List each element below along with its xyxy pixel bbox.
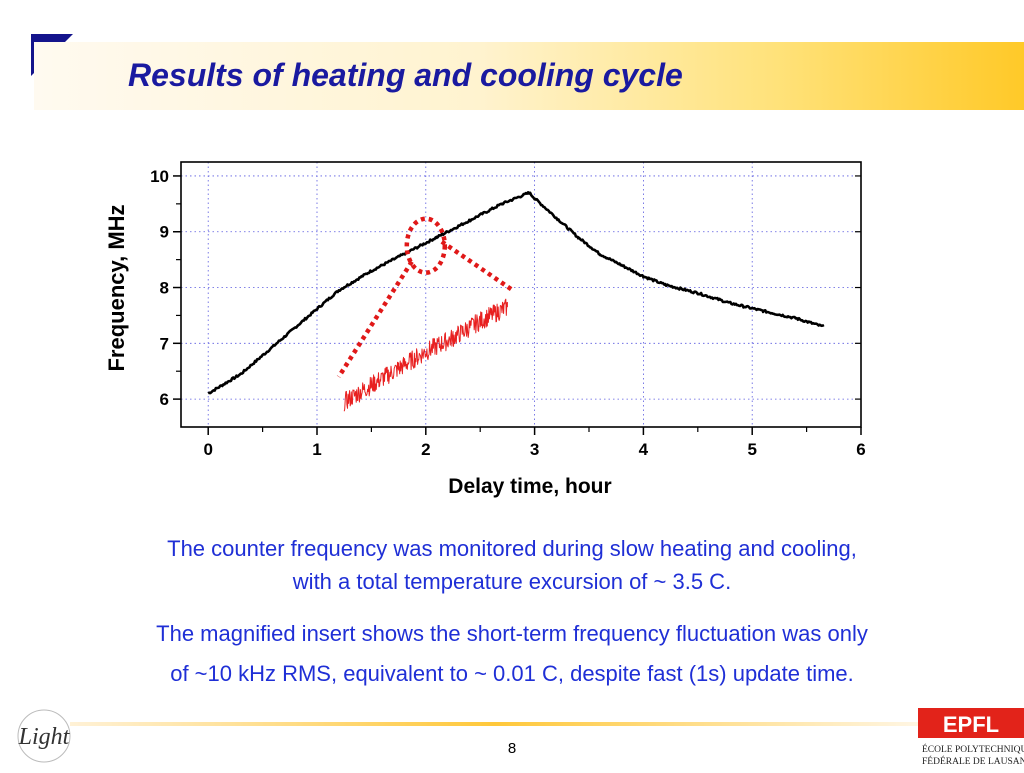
- caption-line: The magnified insert shows the short-ter…: [156, 621, 868, 646]
- x-axis-label: Delay time, hour: [448, 475, 611, 498]
- chart-svg: 0 1 2 3 4 5 6 6 7 8 9 10 Delay time, hour Frequency…: [104, 161, 866, 498]
- callout-line-left: [336, 260, 414, 378]
- series-layer: [207, 190, 825, 412]
- series-insert-line: [343, 298, 508, 412]
- caption-line: with a total temperature excursion of ~ …: [292, 569, 732, 594]
- callout-line-right: [440, 239, 515, 293]
- x-tick-label: 1: [312, 440, 321, 459]
- y-tick-label: 9: [160, 223, 169, 242]
- light-logo-text: Light: [18, 724, 71, 750]
- caption-monitoring: The counter frequency was monitored duri…: [30, 532, 994, 598]
- page-number: 8: [507, 740, 517, 757]
- epfl-logo-block: [918, 708, 1024, 738]
- slide-title: Results of heating and cooling cycle: [128, 57, 683, 93]
- caption-line: of ~10 kHz RMS, equivalent to ~ 0.01 C, …: [170, 661, 854, 686]
- series-main-line: [207, 190, 825, 395]
- x-tick-label: 2: [421, 440, 430, 459]
- footer-divider: [70, 722, 920, 726]
- title-band: [34, 42, 1024, 110]
- caption-fluctuation: The magnified insert shows the short-ter…: [30, 614, 994, 694]
- y-axis-label: Frequency, MHz: [104, 204, 129, 371]
- epfl-logo-mark: EPFL: [943, 712, 999, 737]
- epfl-logo-line1: ÉCOLE POLYTECHNIQUE: [922, 743, 1024, 755]
- insert-highlight: [336, 216, 515, 378]
- y-tick-label: 7: [160, 334, 169, 353]
- y-tick-label: 10: [150, 167, 169, 186]
- x-tick-label: 5: [747, 440, 756, 459]
- axis-ticks: 0 1 2 3 4 5 6 6 7 8 9 10: [150, 167, 866, 459]
- highlight-ellipse: [404, 216, 448, 275]
- x-tick-label: 0: [203, 440, 212, 459]
- x-tick-label: 6: [856, 440, 865, 459]
- y-tick-label: 8: [160, 279, 169, 298]
- x-tick-label: 3: [530, 440, 539, 459]
- y-tick-label: 6: [160, 390, 169, 409]
- chart-grid: [181, 162, 862, 427]
- frequency-chart: 0 1 2 3 4 5 6 6 7 8 9 10 Delay time, hour Frequency…: [90, 150, 890, 510]
- caption-line: The counter frequency was monitored duri…: [167, 536, 857, 561]
- epfl-logo-line2: FÉDÉRALE DE LAUSANNE: [922, 755, 1024, 767]
- epfl-logo: EPFL ÉCOLE POLYTECHNIQUE FÉDÉRALE DE LAU…: [918, 704, 1024, 768]
- x-tick-label: 4: [639, 440, 649, 459]
- plot-frame: [180, 161, 862, 428]
- light-logo: Light: [4, 706, 84, 766]
